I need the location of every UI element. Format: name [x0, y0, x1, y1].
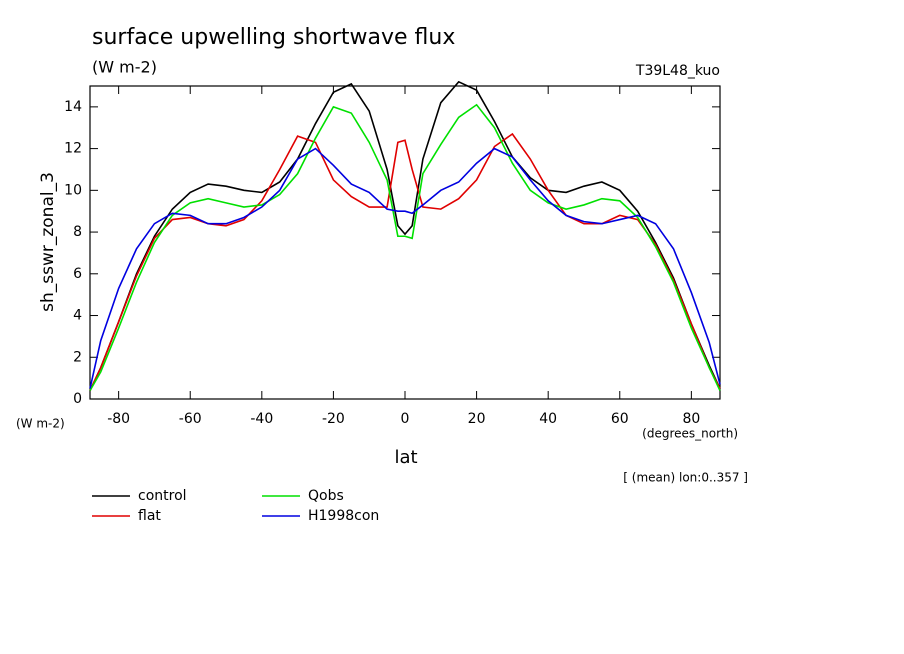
legend-label: control [138, 488, 187, 504]
run-label: T39L48_kuo [635, 63, 720, 79]
x-tick-label: 60 [611, 411, 629, 427]
series-line [89, 132, 721, 391]
legend-label: H1998con [308, 508, 379, 524]
x-tick-label: 80 [682, 411, 700, 427]
x-tick-label: 40 [539, 411, 557, 427]
y-axis-label: sh_sswr_zonal_3 [38, 172, 58, 312]
y-tick-label: 0 [73, 391, 82, 407]
legend-label: flat [138, 508, 161, 524]
x-units: (degrees_north) [642, 427, 738, 441]
legend-label: Qobs [308, 488, 344, 504]
y-tick-label: 14 [64, 99, 82, 115]
chart-title: surface upwelling shortwave flux [92, 25, 455, 50]
series-line [89, 103, 721, 392]
x-axis-label: lat [394, 447, 417, 468]
note: [ (mean) lon:0..357 ] [623, 471, 748, 485]
y-tick-label: 10 [64, 182, 82, 198]
plot-frame [89, 85, 721, 400]
y-tick-label: 6 [73, 266, 82, 282]
y-units: (W m-2) [16, 417, 65, 431]
x-tick-label: -60 [179, 411, 202, 427]
series-line [89, 147, 721, 389]
y-tick-label: 12 [64, 141, 82, 157]
y-tick-label: 2 [73, 349, 82, 365]
units: (W m-2) [92, 58, 157, 77]
series-line [89, 80, 721, 391]
x-tick-label: -80 [107, 411, 130, 427]
x-tick-label: 0 [401, 411, 410, 427]
x-tick-label: 20 [468, 411, 486, 427]
x-tick-label: -20 [322, 411, 345, 427]
y-tick-label: 8 [73, 224, 82, 240]
x-tick-label: -40 [250, 411, 273, 427]
y-tick-label: 4 [73, 308, 82, 324]
